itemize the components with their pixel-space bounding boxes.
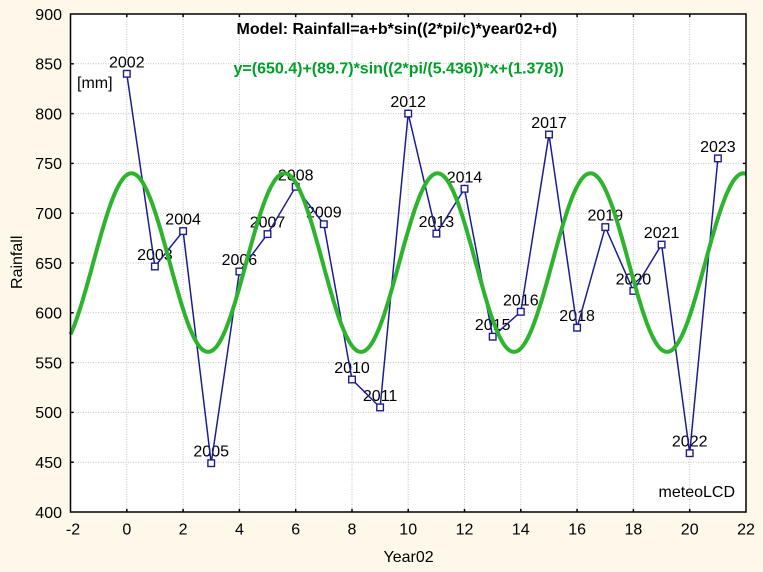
svg-text:2017: 2017 — [531, 115, 567, 132]
svg-text:700: 700 — [35, 206, 62, 223]
svg-text:[mm]: [mm] — [77, 75, 113, 92]
svg-text:600: 600 — [35, 306, 62, 323]
svg-text:22: 22 — [737, 521, 755, 538]
svg-text:650: 650 — [35, 256, 62, 273]
svg-text:2010: 2010 — [334, 360, 370, 377]
svg-text:2009: 2009 — [306, 205, 342, 222]
svg-text:450: 450 — [35, 455, 62, 472]
svg-text:meteoLCD: meteoLCD — [659, 484, 735, 501]
svg-text:800: 800 — [35, 106, 62, 123]
svg-text:-2: -2 — [66, 521, 80, 538]
svg-text:14: 14 — [512, 521, 530, 538]
svg-text:18: 18 — [625, 521, 643, 538]
svg-text:20: 20 — [681, 521, 699, 538]
svg-text:750: 750 — [35, 156, 62, 173]
svg-text:550: 550 — [35, 355, 62, 372]
svg-text:2004: 2004 — [165, 212, 201, 229]
svg-text:500: 500 — [35, 405, 62, 422]
svg-text:2014: 2014 — [447, 169, 483, 186]
svg-text:2002: 2002 — [109, 54, 145, 71]
svg-text:2016: 2016 — [503, 292, 539, 309]
svg-text:2003: 2003 — [137, 247, 173, 264]
svg-text:10: 10 — [399, 521, 417, 538]
svg-text:Year02: Year02 — [384, 549, 434, 566]
svg-text:16: 16 — [568, 521, 586, 538]
svg-text:6: 6 — [291, 521, 300, 538]
svg-text:2013: 2013 — [419, 214, 455, 231]
svg-text:12: 12 — [456, 521, 474, 538]
svg-text:2023: 2023 — [700, 139, 736, 156]
svg-text:2: 2 — [179, 521, 188, 538]
svg-text:4: 4 — [235, 521, 244, 538]
svg-text:2018: 2018 — [559, 308, 595, 325]
svg-text:400: 400 — [35, 505, 62, 522]
svg-text:2012: 2012 — [390, 94, 426, 111]
svg-text:Rainfall: Rainfall — [9, 236, 26, 289]
svg-text:850: 850 — [35, 57, 62, 74]
svg-text:2021: 2021 — [644, 225, 680, 242]
svg-text:2011: 2011 — [363, 388, 398, 405]
svg-text:Model: Rainfall=a+b*sin((2*pi/: Model: Rainfall=a+b*sin((2*pi/c)*year02+… — [237, 21, 558, 38]
svg-text:900: 900 — [35, 7, 62, 24]
svg-text:2022: 2022 — [672, 434, 708, 451]
svg-text:2008: 2008 — [278, 167, 314, 184]
svg-text:8: 8 — [348, 521, 357, 538]
svg-text:0: 0 — [122, 521, 131, 538]
svg-text:2005: 2005 — [193, 444, 229, 461]
svg-text:y=(650.4)+(89.7)*sin((2*pi/(5.: y=(650.4)+(89.7)*sin((2*pi/(5.436))*x+(1… — [234, 61, 564, 78]
